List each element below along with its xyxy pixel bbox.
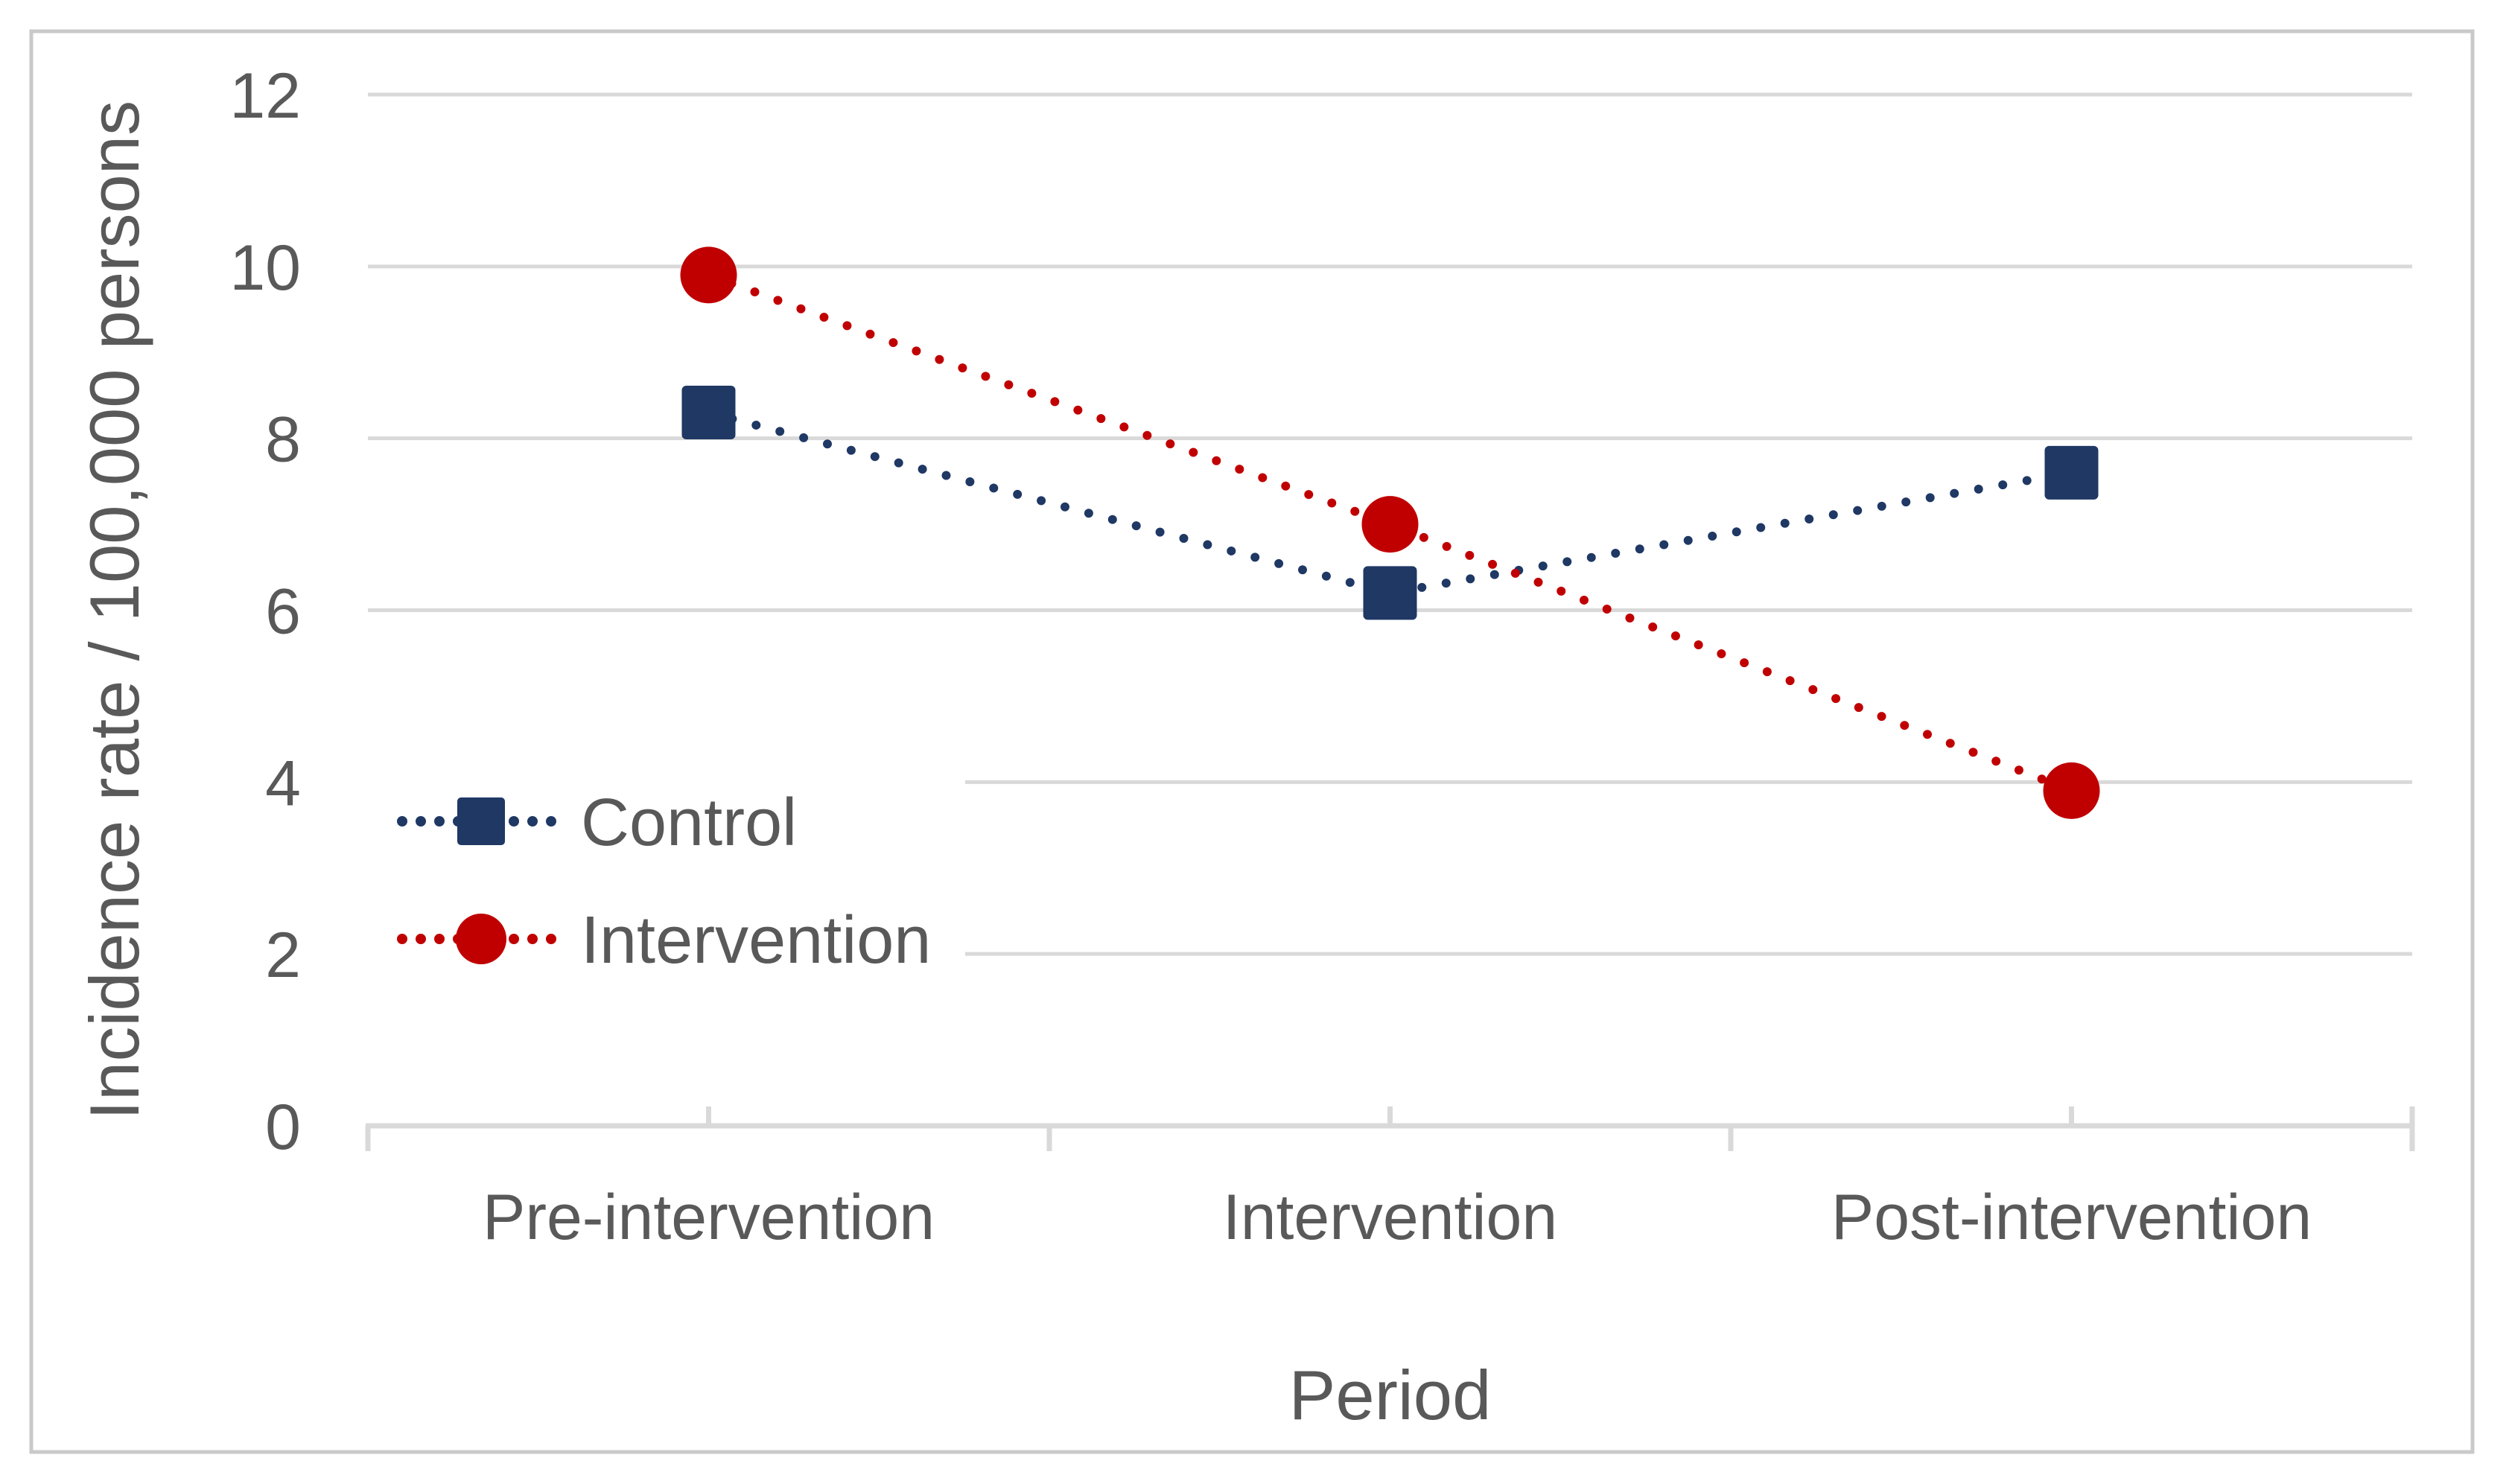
data-point-control-3	[2044, 445, 2099, 500]
data-point-control-1	[681, 386, 736, 440]
legend-marker-square-icon	[457, 797, 505, 845]
y-tick-label-6: 6	[265, 576, 301, 648]
y-tick-label-4: 4	[265, 748, 301, 819]
y-axis-title: Incidence rate / 100,000 persons	[75, 101, 153, 1120]
y-tick-label-8: 8	[265, 404, 301, 476]
x-tick-label-2: Post-intervention	[1831, 1182, 2312, 1253]
data-point-intervention-3	[2043, 762, 2100, 819]
x-axis-title: Period	[1289, 1356, 1492, 1434]
data-point-intervention-2	[1361, 496, 1419, 553]
y-tick-label-0: 0	[265, 1092, 301, 1163]
data-point-intervention-1	[680, 246, 737, 304]
y-tick-label-2: 2	[265, 920, 301, 991]
legend-label-control: Control	[581, 786, 797, 860]
y-tick-label-10: 10	[229, 232, 301, 304]
legend-marker-circle-icon	[456, 914, 506, 964]
x-tick-label-0: Pre-intervention	[483, 1182, 935, 1253]
x-tick-label-1: Intervention	[1223, 1182, 1557, 1253]
figure-border	[29, 29, 2475, 1454]
data-point-control-2	[1363, 566, 1417, 620]
y-tick-label-12: 12	[229, 60, 301, 132]
legend-label-intervention: Intervention	[581, 903, 931, 978]
series-line-intervention	[704, 270, 2076, 795]
